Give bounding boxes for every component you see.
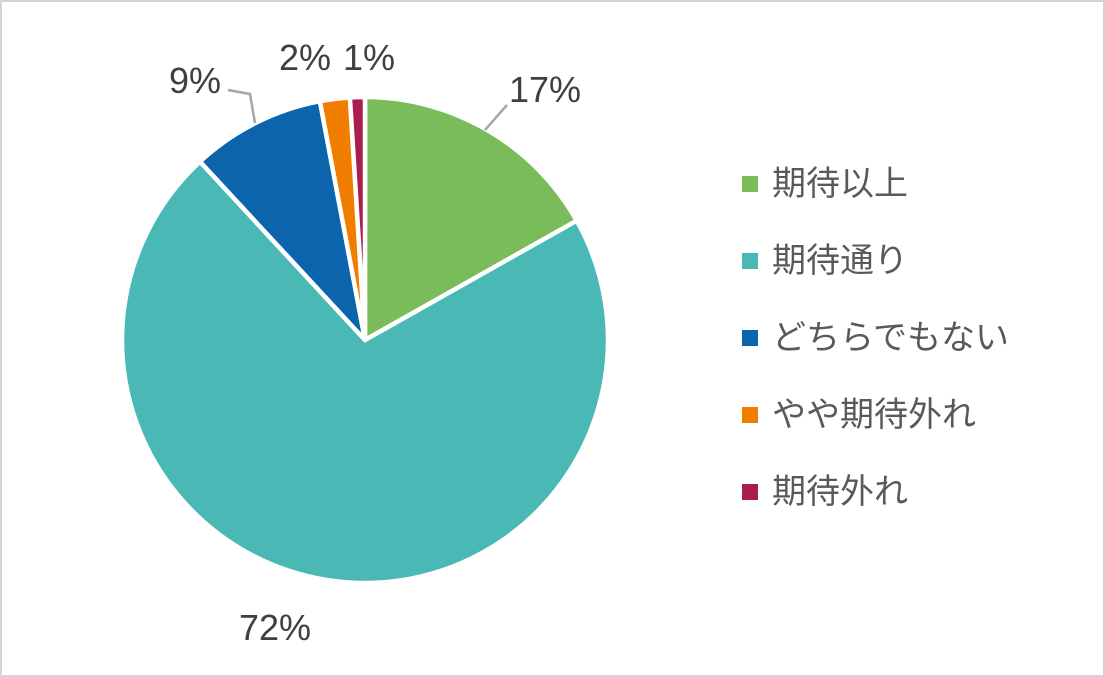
legend-marker-3 xyxy=(742,406,758,423)
pie-slice-0 xyxy=(362,94,579,343)
legend-item-2: どちらでもない xyxy=(742,299,1009,376)
legend-marker-4 xyxy=(742,483,758,500)
legend-label-2: どちらでもない xyxy=(772,318,1009,357)
legend-label-0: 期待以上 xyxy=(772,164,908,203)
legend-marker-0 xyxy=(742,175,758,192)
legend-marker-2 xyxy=(742,329,758,346)
leader-line-0 xyxy=(484,104,508,131)
data-label-72pct: 72% xyxy=(238,607,312,648)
data-label-9pct: 9% xyxy=(168,60,222,101)
data-label-2pct: 2% xyxy=(278,37,332,78)
data-label-1pct: 1% xyxy=(342,37,396,78)
legend: 期待以上 期待通り どちらでもない やや期待外れ 期待外れ xyxy=(742,145,1009,530)
pie-slice-2 xyxy=(197,98,368,343)
data-label-17pct: 17% xyxy=(508,69,582,110)
legend-label-1: 期待通り xyxy=(772,241,908,280)
leader-line-2 xyxy=(227,88,257,124)
legend-item-4: 期待外れ xyxy=(742,453,1009,530)
legend-item-1: 期待通り xyxy=(742,222,1009,299)
pie-slice-1 xyxy=(119,159,611,586)
legend-label-4: 期待外れ xyxy=(772,472,908,511)
pie-slice-4 xyxy=(347,94,368,343)
legend-marker-1 xyxy=(742,252,758,269)
legend-item-3: やや期待外れ xyxy=(742,376,1009,453)
legend-label-3: やや期待外れ xyxy=(772,395,976,434)
legend-item-0: 期待以上 xyxy=(742,145,1009,222)
